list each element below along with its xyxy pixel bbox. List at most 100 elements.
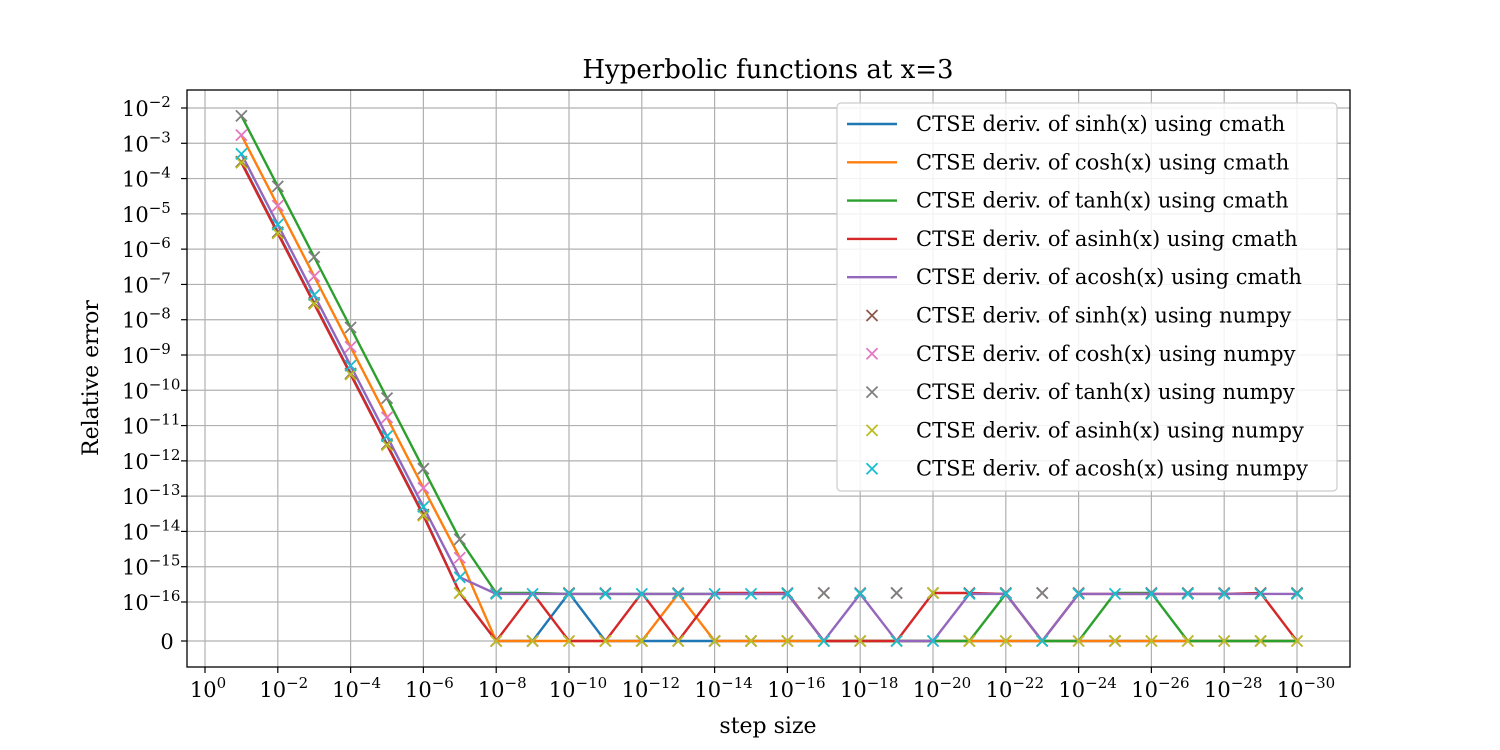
data-point — [781, 634, 794, 648]
y-tick-label: 10−12 — [122, 446, 180, 474]
x-tick-label-exp: −4 — [359, 674, 381, 692]
y-tick-label-exp: −14 — [149, 516, 181, 534]
data-point — [708, 634, 721, 648]
data-point — [926, 634, 940, 648]
legend-item: CTSE deriv. of cosh(x) using cmath — [847, 150, 1289, 174]
data-point — [1072, 587, 1085, 601]
y-tick-label: 10−3 — [122, 128, 171, 156]
data-point — [308, 288, 321, 302]
data-point — [526, 587, 539, 601]
x-tick-label: 100 — [190, 674, 226, 702]
y-tick-label: 10−10 — [122, 375, 180, 403]
data-point — [453, 533, 466, 546]
data-point — [744, 587, 758, 601]
y-tick-label-base: 10 — [122, 591, 149, 615]
x-tick-label: 10−2 — [259, 674, 308, 702]
data-point — [526, 634, 539, 648]
data-point — [1218, 587, 1231, 601]
x-axis: 100 10−2 10−4 10−6 10−8 10−10 10−12 10−14 10−16 1… — [190, 667, 1335, 702]
data-point — [453, 551, 466, 564]
legend-item: CTSE deriv. of asinh(x) using cmath — [847, 227, 1298, 251]
x-tick-label-exp: −24 — [1085, 674, 1117, 692]
x-tick-label: 10−14 — [694, 674, 752, 702]
data-point — [817, 586, 830, 600]
data-point — [417, 481, 430, 495]
data-point — [490, 634, 503, 648]
y-tick-label: 10−5 — [122, 199, 171, 227]
legend-label: CTSE deriv. of sinh(x) using numpy — [916, 304, 1291, 328]
legend: CTSE deriv. of sinh(x) using cmath CTSE d… — [836, 102, 1338, 492]
data-point — [453, 571, 466, 584]
data-point — [1254, 587, 1267, 601]
data-point — [599, 587, 612, 601]
data-point — [271, 180, 284, 193]
y-tick-label: 10−6 — [122, 234, 171, 262]
x-tick-label: 10−20 — [913, 674, 971, 702]
x-tick-label: 10−22 — [986, 674, 1044, 702]
y-tick-label-base: 10 — [122, 309, 149, 333]
legend-swatch — [865, 385, 879, 399]
data-point — [417, 500, 430, 513]
series-line — [240, 134, 1297, 643]
data-point — [271, 227, 284, 240]
x-tick-label-exp: −28 — [1231, 674, 1263, 692]
x-tick-label-base: 10 — [478, 678, 505, 702]
data-point — [1108, 634, 1122, 648]
x-tick-label: 10−18 — [840, 674, 898, 702]
data-point — [1072, 634, 1085, 648]
data-point — [235, 156, 248, 169]
series-2 — [240, 134, 1297, 643]
data-point — [1181, 634, 1194, 648]
y-tick-label-exp: −7 — [149, 269, 171, 287]
x-tick-label-exp: −12 — [648, 674, 680, 692]
y-tick-label-base: 0 — [160, 630, 173, 654]
data-point — [854, 587, 867, 601]
series-5 — [240, 153, 1297, 643]
legend-label: CTSE deriv. of acosh(x) using cmath — [916, 265, 1302, 289]
data-point — [380, 430, 394, 443]
legend-item: CTSE deriv. of sinh(x) using numpy — [865, 304, 1291, 328]
x-tick-label-exp: −6 — [432, 674, 454, 692]
x-tick-label-base: 10 — [694, 678, 721, 702]
x-tick-label-base: 10 — [1277, 678, 1304, 702]
y-tick-label-base: 10 — [122, 203, 149, 227]
legend-label: CTSE deriv. of tanh(x) using numpy — [916, 380, 1295, 404]
x-axis-title: step size — [719, 714, 816, 739]
legend-item: CTSE deriv. of asinh(x) using numpy — [865, 418, 1304, 442]
y-tick-label-base: 10 — [122, 379, 149, 403]
y-tick-label-base: 10 — [122, 238, 149, 262]
data-point — [235, 109, 248, 122]
y-tick-label: 10−16 — [122, 587, 180, 615]
data-point — [708, 587, 721, 601]
data-point — [344, 321, 357, 334]
data-point — [308, 270, 321, 283]
x-tick-label-exp: −8 — [505, 674, 527, 692]
x-tick-label-base: 10 — [259, 678, 286, 702]
x-tick-label-exp: −30 — [1304, 674, 1336, 692]
plot-frame — [186, 89, 1351, 668]
data-point — [271, 218, 284, 231]
data-point — [271, 199, 284, 212]
y-tick-label-exp: −11 — [149, 411, 181, 429]
data-point — [672, 634, 685, 648]
y-tick-label: 10−13 — [122, 481, 180, 509]
legend-item: CTSE deriv. of acosh(x) using cmath — [847, 265, 1302, 289]
x-tick-label-exp: −10 — [576, 674, 608, 692]
x-tick-label: 10−16 — [767, 674, 825, 702]
data-point — [344, 340, 357, 354]
x-tick-label-base: 10 — [913, 678, 940, 702]
y-tick-label: 10−14 — [122, 516, 180, 544]
data-point — [1290, 587, 1304, 601]
x-tick-label-exp: −14 — [721, 674, 753, 692]
x-tick-label-exp: −26 — [1158, 674, 1190, 692]
data-point — [380, 391, 394, 405]
x-tick-label-exp: −18 — [867, 674, 899, 692]
legend-item: CTSE deriv. of sinh(x) using cmath — [847, 112, 1285, 136]
y-axis-title: Relative error — [79, 300, 104, 456]
data-point — [235, 147, 248, 161]
data-point — [890, 634, 903, 648]
series-10 — [235, 147, 1304, 648]
y-tick-label-base: 10 — [122, 97, 149, 121]
y-tick-label-base: 10 — [122, 450, 149, 474]
